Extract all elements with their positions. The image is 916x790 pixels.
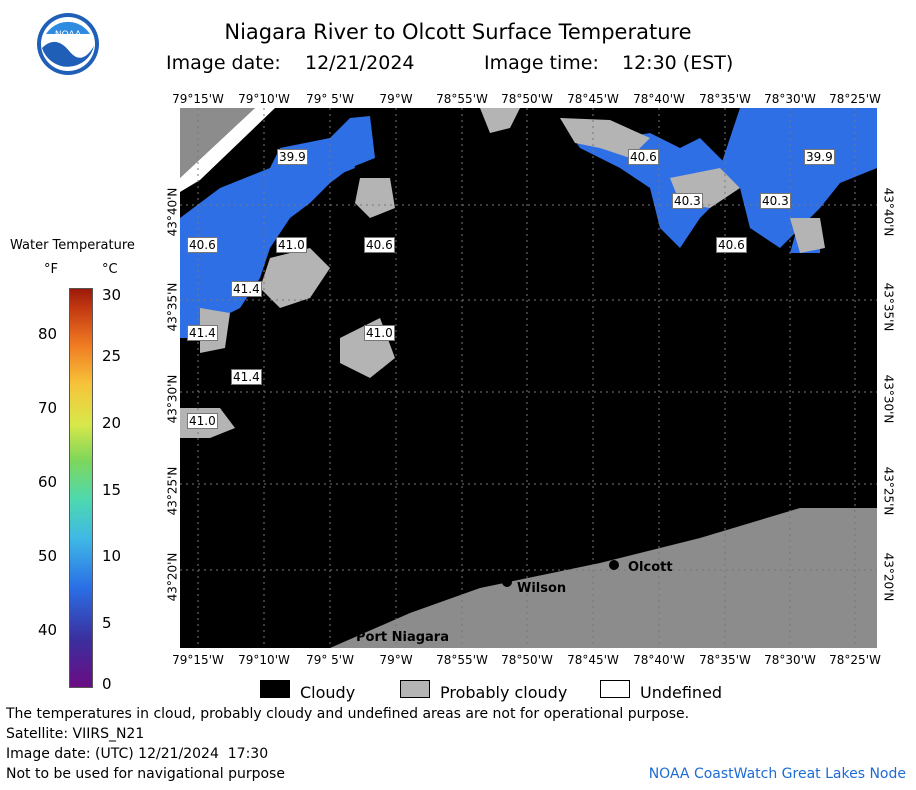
temp-label: 39.9	[804, 149, 835, 165]
lon-tick: 78°30'W	[764, 92, 816, 106]
temp-label: 41.0	[364, 325, 395, 341]
footer-satellite: Satellite: VIIRS_N21	[6, 726, 145, 742]
lon-tick: 79° 5'W	[306, 653, 354, 667]
lat-tick-right: 43°30'N	[881, 374, 896, 424]
legend-title: Water Temperature	[10, 238, 135, 253]
f-tick: 50	[38, 547, 58, 565]
place-olcott: Olcott	[628, 560, 673, 575]
lat-tick-left: 43°35'N	[165, 282, 180, 332]
lat-tick-left: 43°25'N	[165, 466, 180, 516]
c-tick: 5	[102, 614, 112, 632]
f-tick: 70	[38, 399, 58, 417]
lon-tick: 78°35'W	[699, 653, 751, 667]
temp-label: 40.6	[187, 237, 218, 253]
lon-tick: 79°15'W	[172, 653, 224, 667]
footer-nav: Not to be used for navigational purpose	[6, 766, 285, 782]
lat-tick-right: 43°25'N	[881, 466, 896, 516]
lon-tick: 78°35'W	[699, 92, 751, 106]
c-tick: 10	[102, 547, 122, 565]
lon-tick: 78°55'W	[436, 653, 488, 667]
lon-tick: 79°10'W	[238, 92, 290, 106]
lat-tick-right: 43°40'N	[881, 187, 896, 237]
lon-tick: 79°15'W	[172, 92, 224, 106]
noaa-logo: NOAA	[37, 13, 99, 75]
key-probably-cloudy-swatch	[400, 680, 430, 698]
lat-tick-right: 43°35'N	[881, 282, 896, 332]
lon-tick: 79°10'W	[238, 653, 290, 667]
key-undefined-label: Undefined	[640, 683, 723, 702]
image-time: 12:30 (EST)	[622, 52, 734, 74]
footer-credit: NOAA CoastWatch Great Lakes Node	[648, 766, 906, 782]
c-tick: 30	[102, 286, 122, 304]
temp-label: 41.4	[231, 281, 262, 297]
unit-c: °C	[102, 262, 118, 277]
c-tick: 0	[102, 675, 112, 693]
lon-tick: 78°30'W	[764, 653, 816, 667]
temp-label: 41.4	[187, 325, 218, 341]
temp-label: 40.6	[364, 237, 395, 253]
temp-label: 41.4	[231, 369, 262, 385]
lon-tick: 79°W	[379, 92, 413, 106]
temp-label: 40.6	[716, 237, 747, 253]
lon-tick: 78°55'W	[436, 92, 488, 106]
f-tick: 40	[38, 621, 58, 639]
lat-tick-left: 43°20'N	[165, 552, 180, 602]
page-title: Niagara River to Olcott Surface Temperat…	[224, 20, 692, 44]
lon-tick: 78°45'W	[567, 653, 619, 667]
unit-f: °F	[44, 262, 58, 277]
lon-tick: 78°45'W	[567, 92, 619, 106]
image-time-label: Image time:	[484, 52, 599, 74]
image-date-label: Image date:	[166, 52, 281, 74]
key-cloudy-swatch	[260, 680, 290, 698]
lat-tick-left: 43°30'N	[165, 374, 180, 424]
lat-tick-right: 43°20'N	[881, 552, 896, 602]
key-cloudy-label: Cloudy	[300, 683, 356, 702]
lon-tick: 78°40'W	[633, 653, 685, 667]
temp-label: 40.6	[628, 149, 659, 165]
lon-tick: 78°25'W	[829, 92, 881, 106]
color-bar	[69, 288, 93, 688]
image-date: 12/21/2024	[305, 52, 415, 74]
temp-label: 39.9	[277, 149, 308, 165]
temp-label: 40.3	[760, 193, 791, 209]
svg-text:NOAA: NOAA	[55, 30, 82, 40]
lon-tick: 79° 5'W	[306, 92, 354, 106]
lon-tick: 78°50'W	[501, 653, 553, 667]
c-tick: 25	[102, 347, 122, 365]
lon-tick: 78°40'W	[633, 92, 685, 106]
lon-tick: 79°W	[379, 653, 413, 667]
temp-label: 40.3	[672, 193, 703, 209]
lat-tick-left: 43°40'N	[165, 187, 180, 237]
place-wilson: Wilson	[517, 581, 567, 596]
footer-utc-date: Image date: (UTC) 12/21/2024 17:30	[6, 746, 269, 762]
c-tick: 20	[102, 414, 122, 432]
key-undefined-swatch	[600, 680, 630, 698]
temp-label: 41.0	[276, 237, 307, 253]
f-tick: 80	[38, 325, 58, 343]
f-tick: 60	[38, 473, 58, 491]
place-port-niagara: Port Niagara	[356, 630, 449, 645]
footer-note: The temperatures in cloud, probably clou…	[6, 706, 690, 722]
key-probably-cloudy-label: Probably cloudy	[440, 683, 568, 702]
temp-label: 41.0	[187, 413, 218, 429]
lon-tick: 78°25'W	[829, 653, 881, 667]
lon-tick: 78°50'W	[501, 92, 553, 106]
c-tick: 15	[102, 481, 122, 499]
temperature-map	[180, 108, 877, 648]
